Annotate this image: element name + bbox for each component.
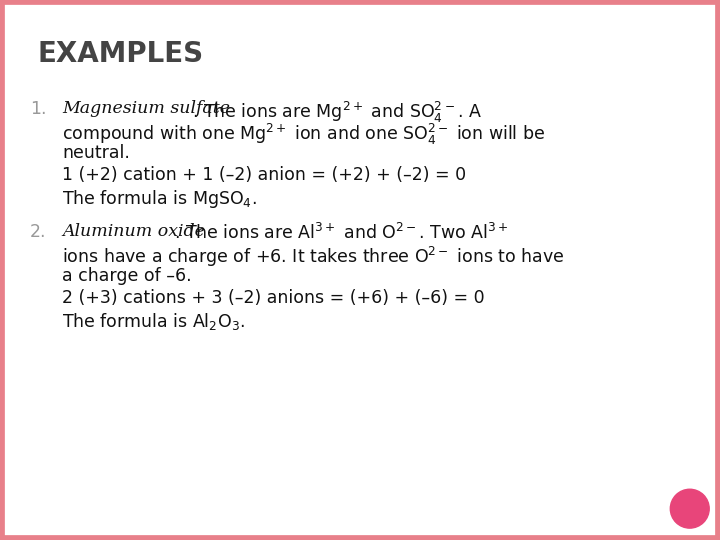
Text: neutral.: neutral. [62,144,130,162]
Text: The formula is Al$_2$O$_3$.: The formula is Al$_2$O$_3$. [62,311,245,332]
Text: ions have a charge of +6. It takes three O$^{2-}$ ions to have: ions have a charge of +6. It takes three… [62,245,564,269]
Text: a charge of –6.: a charge of –6. [62,267,192,285]
Text: EXAMPLES: EXAMPLES [38,40,204,68]
Text: Magnesium sulfate: Magnesium sulfate [62,100,230,117]
Text: 1 (+2) cation + 1 (–2) anion = (+2) + (–2) = 0: 1 (+2) cation + 1 (–2) anion = (+2) + (–… [62,166,466,184]
Text: 1.: 1. [30,100,47,118]
Circle shape [670,489,709,528]
Text: Aluminum oxide: Aluminum oxide [62,223,205,240]
Text: . The ions are Mg$^{2+}$ and SO$_4^{2-}$. A: . The ions are Mg$^{2+}$ and SO$_4^{2-}$… [192,100,482,125]
Text: compound with one Mg$^{2+}$ ion and one SO$_4^{2-}$ ion will be: compound with one Mg$^{2+}$ ion and one … [62,122,545,147]
Text: 2 (+3) cations + 3 (–2) anions = (+6) + (–6) = 0: 2 (+3) cations + 3 (–2) anions = (+6) + … [62,289,485,307]
Text: . The ions are Al$^{3+}$ and O$^{2-}$. Two Al$^{3+}$: . The ions are Al$^{3+}$ and O$^{2-}$. T… [174,223,508,244]
Text: 2.: 2. [30,223,47,241]
Text: The formula is MgSO$_4$.: The formula is MgSO$_4$. [62,188,257,210]
